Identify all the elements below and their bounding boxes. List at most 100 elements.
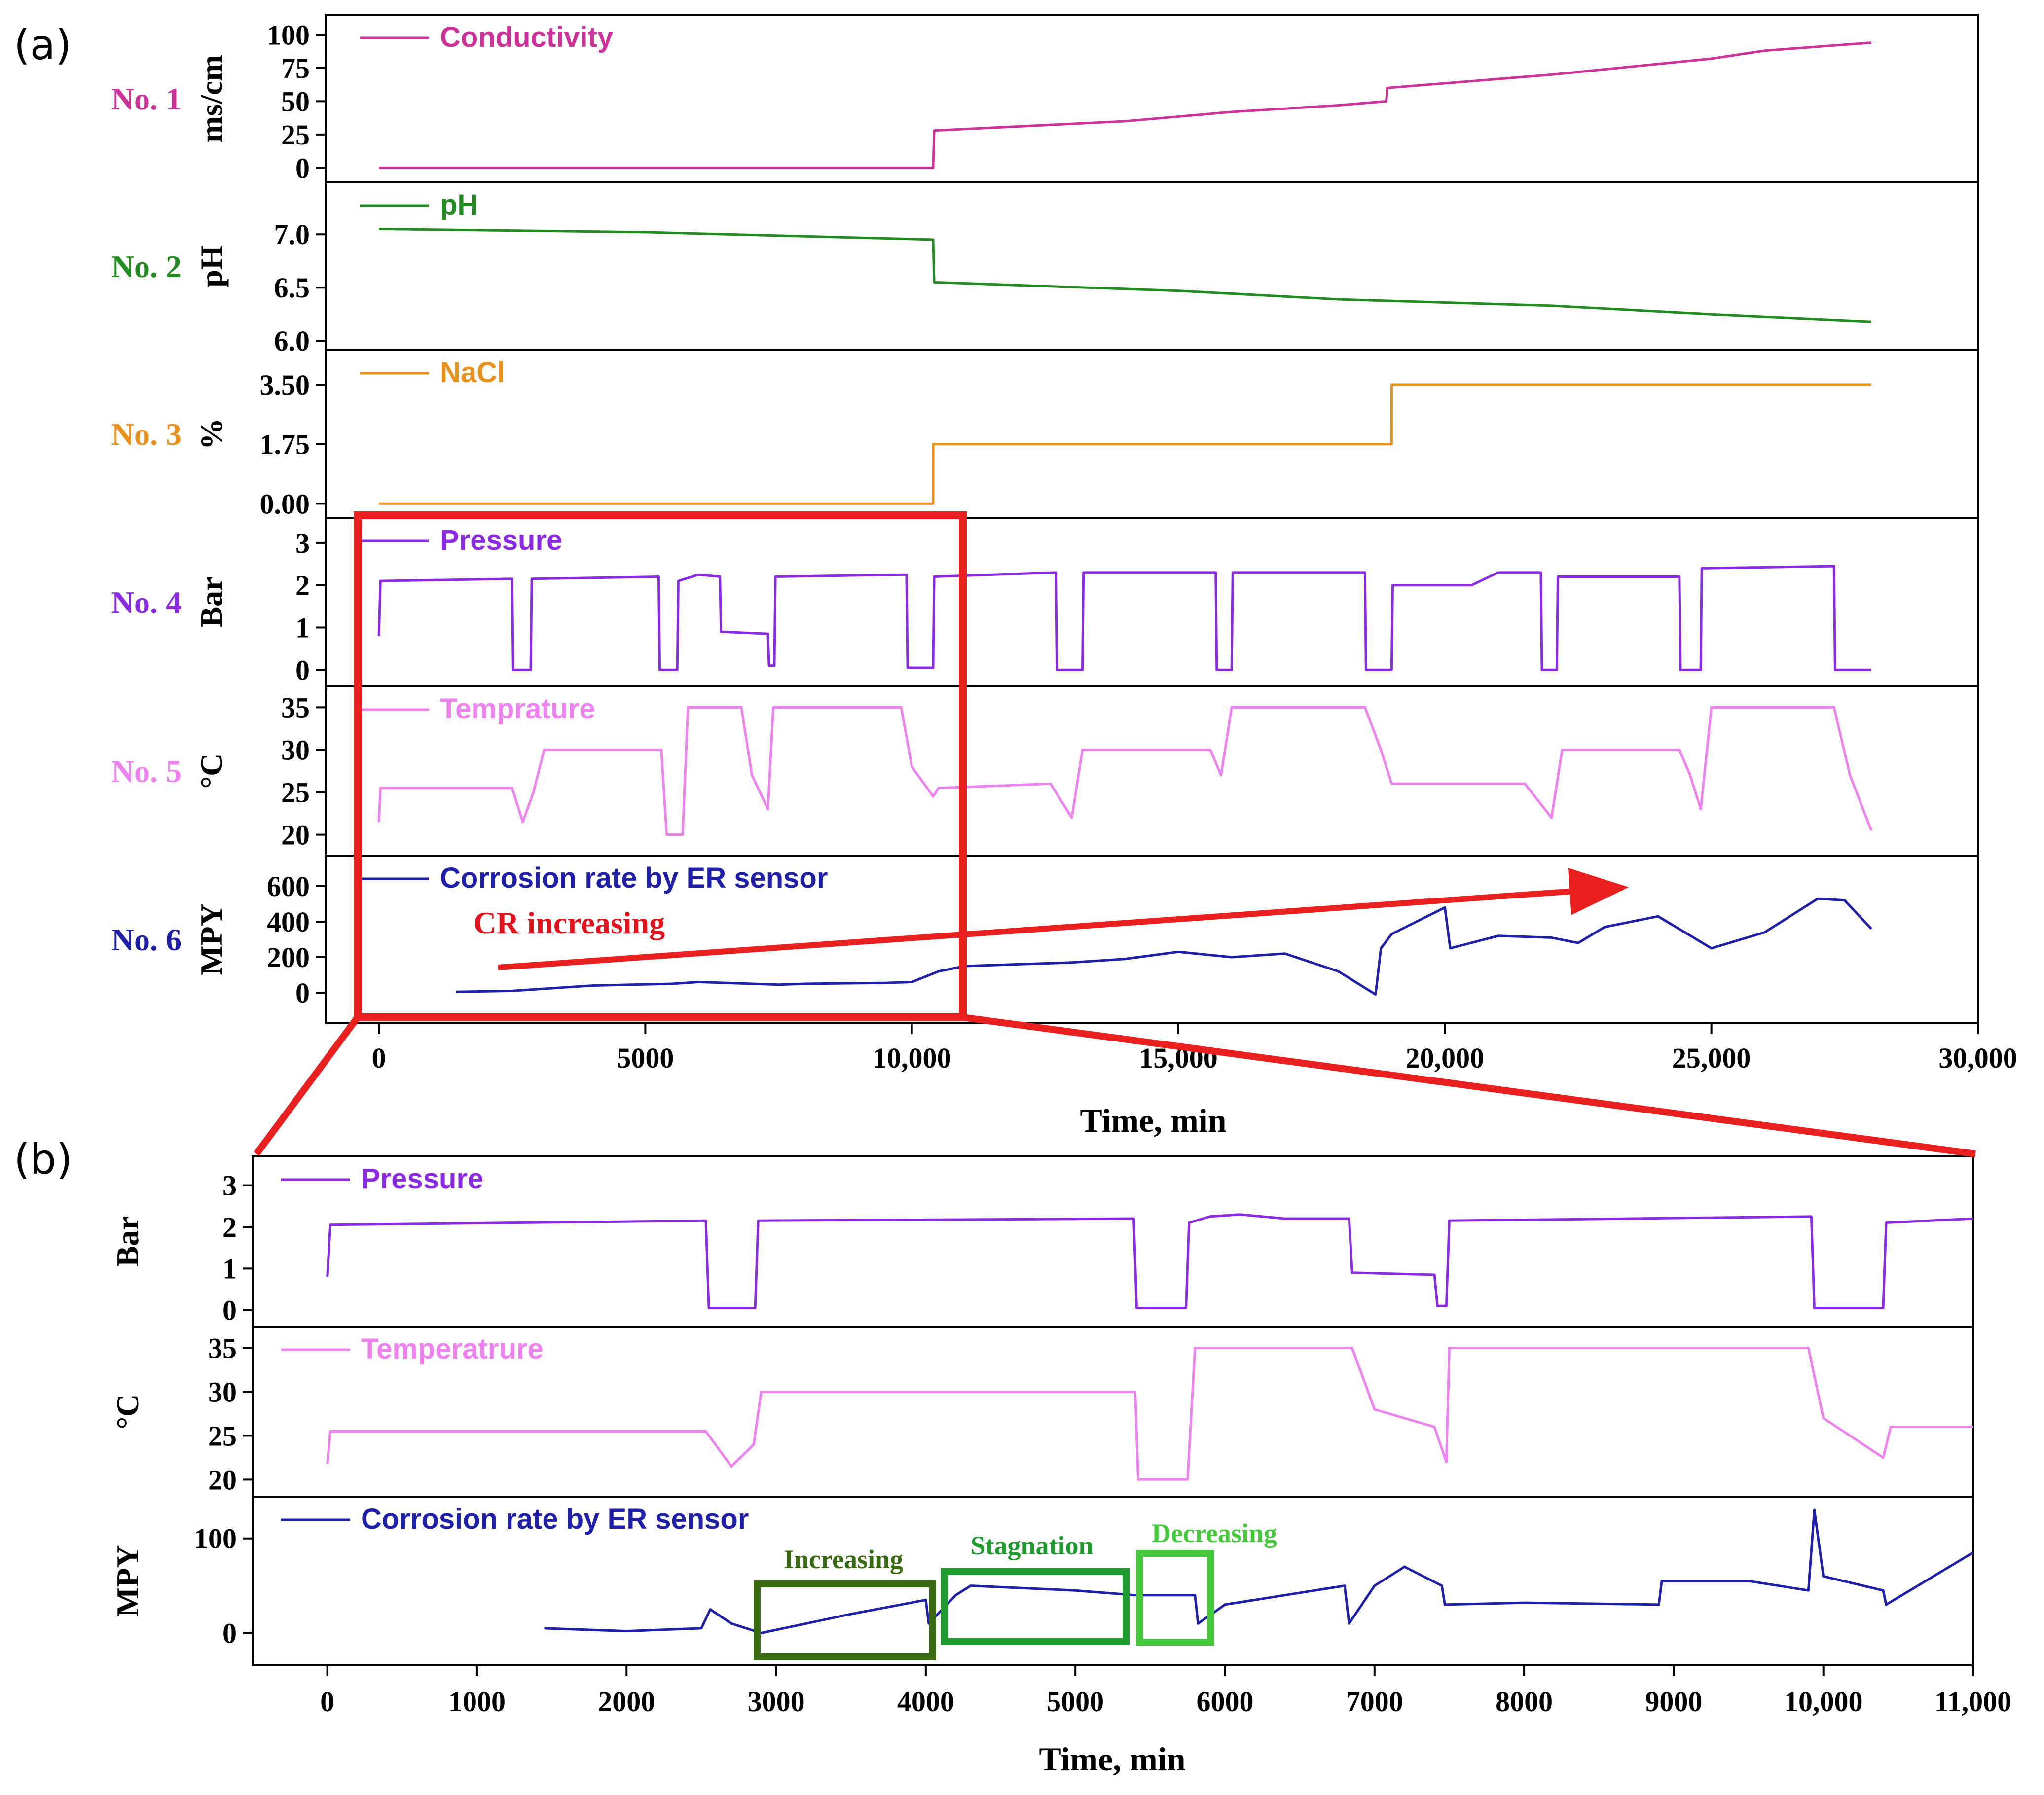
panel-a-legend-label: Corrosion rate by ER sensor [440, 862, 828, 894]
data-series [326, 41, 1974, 1634]
panel-a-legend-label: NaCl [440, 357, 505, 389]
panel-a-y-tick-label: 1.75 [260, 429, 310, 461]
panel-a-row-label: No. 1 [111, 81, 182, 116]
panel-a-y-axis-label: °C [194, 754, 229, 789]
panel-b-y-tick-label: 3 [222, 1170, 237, 1202]
panel-b-y-tick-label: 30 [208, 1376, 237, 1408]
decreasing-box [1136, 1550, 1214, 1646]
panel-b-y-tick-label: 20 [208, 1464, 237, 1496]
panel-b-x-tick-label: 7000 [1346, 1686, 1403, 1718]
panel-b-series-temperatrure [326, 1347, 1973, 1481]
panel-a-y-tick-label: 50 [281, 85, 310, 117]
plot-frames [243, 14, 1979, 1676]
panel-a-y-tick-label: 600 [267, 870, 310, 902]
panel-a-y-tick-label: 25 [281, 119, 310, 151]
panel-a-row-label: No. 5 [111, 754, 182, 789]
panel-b-y-axis-label: MPY [110, 1545, 145, 1617]
panel-a-y-tick-label: 0 [295, 152, 310, 184]
panel-a-legend-label: Conductivity [440, 21, 613, 53]
panel-b-series-corrosion-rate-by-er-sensor [544, 1508, 1974, 1634]
panel-a-y-tick-label: 30 [281, 734, 310, 766]
panel-a-series-corrosion-rate-by-er-sensor [456, 897, 1872, 996]
panel-b-legend-label: Temperatrure [361, 1333, 544, 1365]
panel-b-y-tick-label: 100 [194, 1523, 237, 1555]
panel-a-row-label: No. 6 [111, 922, 182, 957]
increasing-label: Increasing [784, 1544, 903, 1574]
panel-b-x-tick-label: 4000 [897, 1686, 954, 1718]
labels: 0 5000 10,000 15,000 20,000 25,000 30,00002550… [110, 19, 2017, 1718]
panel-a-series-conductivity [379, 41, 1872, 169]
panel-b-label: (b) [14, 1135, 73, 1184]
panel-b-x-tick-label: 5000 [1047, 1686, 1104, 1718]
panel-b-x-tick-label: 11,000 [1934, 1686, 2011, 1718]
panel-a-y-tick-label: 3 [295, 527, 310, 559]
panel-a-series-nacl [379, 383, 1871, 505]
decreasing-label: Decreasing [1152, 1518, 1277, 1548]
panel-a-y-axis-label: Bar [194, 576, 229, 627]
panel-b-x-tick-label: 6000 [1196, 1686, 1253, 1718]
panel-a-y-axis-label: pH [194, 245, 229, 287]
stagnation-box [941, 1568, 1130, 1645]
panel-a-y-tick-label: 7.0 [274, 218, 310, 251]
panel-b-legend-label: Pressure [361, 1163, 483, 1195]
increasing-box [754, 1580, 936, 1660]
zoom-connector-right [962, 1014, 1976, 1157]
panel-a-y-tick-label: 75 [281, 52, 310, 84]
panel-a-y-tick-label: 3.50 [260, 369, 310, 401]
zoom-connector-left [254, 1015, 361, 1156]
panel-a-series-temprature [377, 706, 1873, 836]
panel-a-y-tick-label: 0 [295, 654, 310, 686]
panel-b-series-pressure [326, 1213, 1973, 1309]
panel-a-y-tick-label: 200 [267, 941, 310, 973]
panel-a-series-ph [379, 227, 1872, 323]
panel-b-y-tick-label: 0 [222, 1294, 237, 1327]
panel-a-y-axis-label: % [194, 418, 229, 450]
panel-a-x-tick-label: 25,000 [1672, 1042, 1751, 1074]
panel-b-x-tick-label: 8000 [1496, 1686, 1553, 1718]
panel-b-y-axis-label: Bar [110, 1216, 145, 1267]
panel-b-y-tick-label: 2 [222, 1211, 237, 1243]
x-axis-label-b: Time, min [1039, 1740, 1185, 1778]
cr-increasing-label: CR increasing [474, 905, 665, 940]
panel-a-y-tick-label: 25 [281, 777, 310, 809]
panel-b-y-tick-label: 1 [222, 1253, 237, 1285]
panel-a-y-tick-label: 0.00 [260, 488, 310, 520]
panel-a-y-tick-label: 35 [281, 691, 310, 723]
x-axis-label-a: Time, min [1080, 1102, 1226, 1139]
panel-a-y-tick-label: 20 [281, 819, 310, 851]
panel-a-x-tick-label: 0 [372, 1042, 386, 1074]
panel-a-row-label: No. 3 [111, 417, 182, 452]
panel-a-y-axis-label: MPY [194, 903, 229, 975]
panel-a-y-tick-label: 400 [267, 906, 310, 938]
panel-a-y-tick-label: 100 [267, 19, 310, 51]
panel-b-x-tick-label: 9000 [1645, 1686, 1702, 1718]
cr-increasing-arrow [498, 867, 1629, 970]
panel-a-x-tick-label: 10,000 [873, 1042, 951, 1074]
panel-a-legend-label: Temprature [440, 693, 595, 725]
panel-b-x-tick-label: 10,000 [1784, 1686, 1863, 1718]
panel-a-y-tick-label: 1 [295, 611, 310, 644]
panel-a-x-tick-label: 30,000 [1938, 1042, 2017, 1074]
panel-a-series-pressure [377, 565, 1871, 671]
panel-b-x-tick-label: 0 [320, 1686, 334, 1718]
panel-a-row-label: No. 2 [111, 249, 182, 284]
panel-b-legend-label: Corrosion rate by ER sensor [361, 1503, 749, 1535]
panel-a-y-tick-label: 6.5 [274, 272, 310, 304]
panel-a-row-label: No. 4 [111, 585, 182, 620]
panel-b-y-tick-label: 35 [208, 1332, 237, 1364]
zoom-box [354, 511, 967, 1021]
panel-b-x-tick-label: 1000 [448, 1686, 506, 1718]
panel-b-y-tick-label: 25 [208, 1420, 237, 1452]
panel-a-legend-label: Pressure [440, 524, 562, 556]
panel-a-y-axis-label: ms/cm [194, 55, 229, 143]
panel-a-y-tick-label: 6.0 [274, 325, 310, 357]
panel-a-y-tick-label: 0 [295, 977, 310, 1009]
panel-b-x-tick-label: 2000 [598, 1686, 655, 1718]
panel-a-legend-label: pH [440, 189, 478, 221]
panel-a-frame [325, 14, 1979, 1024]
panel-a-label: (a) [14, 21, 72, 69]
panel-b-frame [252, 1155, 1974, 1666]
panel-a-x-tick-label: 5000 [617, 1042, 674, 1074]
